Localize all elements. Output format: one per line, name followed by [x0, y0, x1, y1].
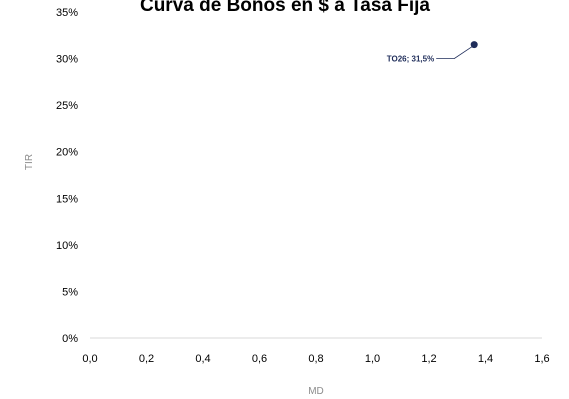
x-tick-label: 0,6 [252, 353, 267, 365]
y-axis-title: TIR [24, 154, 35, 170]
chart-title: Curva de Bonos en $ a Tasa Fija [140, 0, 430, 16]
y-tick-label: 0% [62, 333, 78, 345]
y-tick-label: 5% [62, 286, 78, 298]
x-tick-label: 0,2 [139, 353, 154, 365]
x-tick-label: 1,4 [478, 353, 493, 365]
x-axis-title: MD [308, 386, 324, 397]
y-tick-label: 15% [56, 193, 78, 205]
y-tick-label: 20% [56, 147, 78, 159]
data-point-marker [470, 41, 478, 49]
y-tick-label: 25% [56, 100, 78, 112]
x-tick-label: 0,0 [82, 353, 97, 365]
x-tick-label: 1,0 [365, 353, 380, 365]
y-tick-label: 30% [56, 54, 78, 66]
x-tick-label: 1,6 [534, 353, 549, 365]
x-tick-label: 0,4 [195, 353, 210, 365]
data-label-leader-line [436, 46, 473, 59]
y-axis-ticks: 0% 5% 10% 15% 20% 25% 30% 35% [56, 7, 78, 345]
y-tick-label: 35% [56, 7, 78, 19]
data-points: TO26; 31,5% [387, 41, 478, 64]
x-axis-ticks: 0,0 0,2 0,4 0,6 0,8 1,0 1,2 1,4 1,6 [82, 353, 549, 365]
data-point-label: TO26; 31,5% [387, 55, 434, 64]
x-tick-label: 0,8 [308, 353, 323, 365]
x-tick-label: 1,2 [421, 353, 436, 365]
y-tick-label: 10% [56, 240, 78, 252]
